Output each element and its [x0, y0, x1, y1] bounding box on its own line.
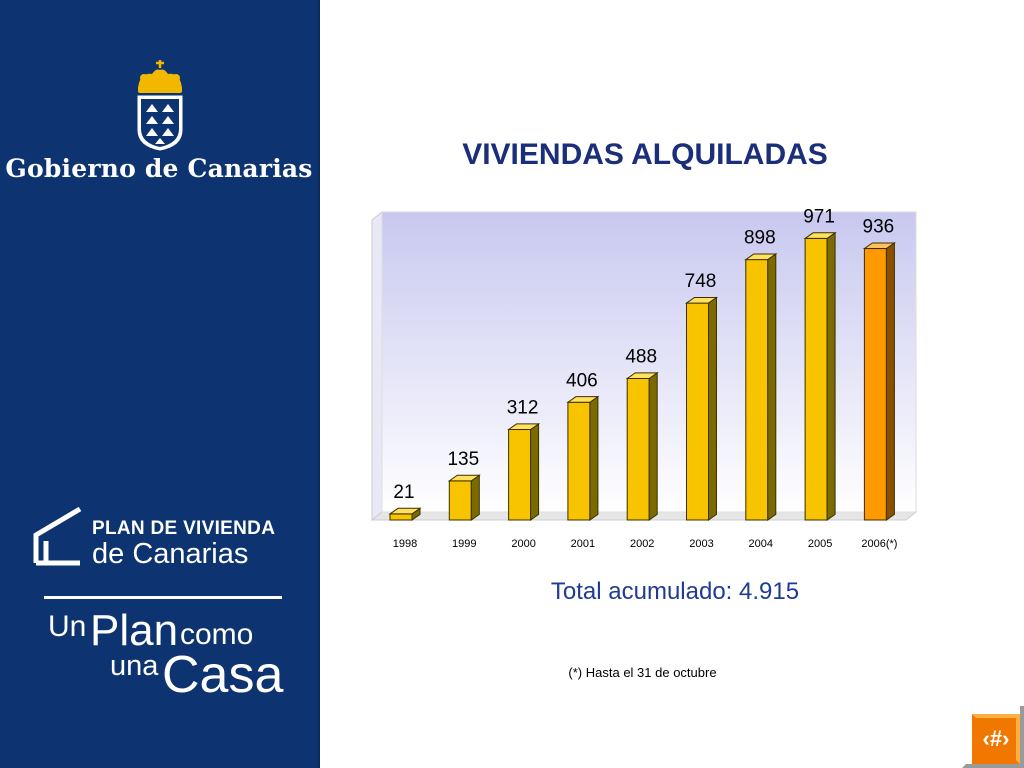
data-label: 21: [393, 482, 414, 503]
x-tick-label: 2003: [689, 538, 713, 550]
x-tick-label: 2002: [630, 538, 654, 550]
house-outline-icon: [33, 506, 82, 566]
slogan-word: Plan: [90, 606, 179, 655]
bar: [507, 422, 541, 521]
sidebar-edge: [318, 0, 320, 768]
data-label: 898: [744, 228, 776, 249]
bar: [625, 371, 659, 521]
slide-number-label: ‹#›: [983, 726, 1010, 751]
bar: [684, 296, 719, 521]
data-label: 406: [566, 370, 598, 391]
bar-chart: 21 1998 135 1999 312 2000 406 2001 488 2002 748 200…: [370, 206, 918, 550]
x-tick-label: 2000: [511, 538, 535, 550]
slogan-word: una: [110, 650, 159, 682]
data-label: 748: [685, 271, 717, 292]
x-tick-label: 1999: [452, 538, 476, 550]
x-tick-label: 2006(*): [861, 538, 897, 550]
x-tick-label: 2005: [808, 538, 832, 550]
bar: [566, 395, 600, 521]
plot-left-wall: [371, 210, 383, 522]
x-tick-label: 1998: [393, 538, 417, 550]
slogan-word: Un: [48, 610, 87, 643]
bar: [862, 241, 896, 521]
slide-number-icon[interactable]: ‹#›: [962, 706, 1024, 768]
bar: [803, 231, 837, 521]
organization-name: Gobierno de Canarias: [5, 154, 313, 183]
data-label: 971: [803, 206, 835, 227]
sidebar: Gobierno de Canarias PLAN DE VIVIENDA de…: [0, 0, 318, 768]
bar: [447, 474, 481, 521]
slogan-word: como: [180, 618, 254, 651]
slide-title: VIVIENDAS ALQUILADAS: [462, 138, 828, 171]
x-tick-label: 2004: [749, 538, 773, 550]
x-tick-label: 2001: [571, 538, 595, 550]
bar: [744, 253, 778, 521]
coat-of-arms-icon: [137, 60, 183, 151]
total-accumulated: Total acumulado: 4.915: [550, 578, 800, 605]
divider: [44, 596, 282, 599]
bar: [388, 507, 422, 521]
data-label: 488: [625, 346, 657, 367]
plan-subtitle: de Canarias: [92, 538, 249, 570]
plan-title: PLAN DE VIVIENDA: [92, 518, 276, 539]
footnote: (*) Hasta el 31 de octubre: [568, 665, 717, 680]
data-label: 936: [863, 217, 895, 238]
slogan-word: Casa: [162, 646, 284, 704]
data-label: 135: [447, 449, 479, 470]
data-label: 312: [507, 398, 539, 419]
